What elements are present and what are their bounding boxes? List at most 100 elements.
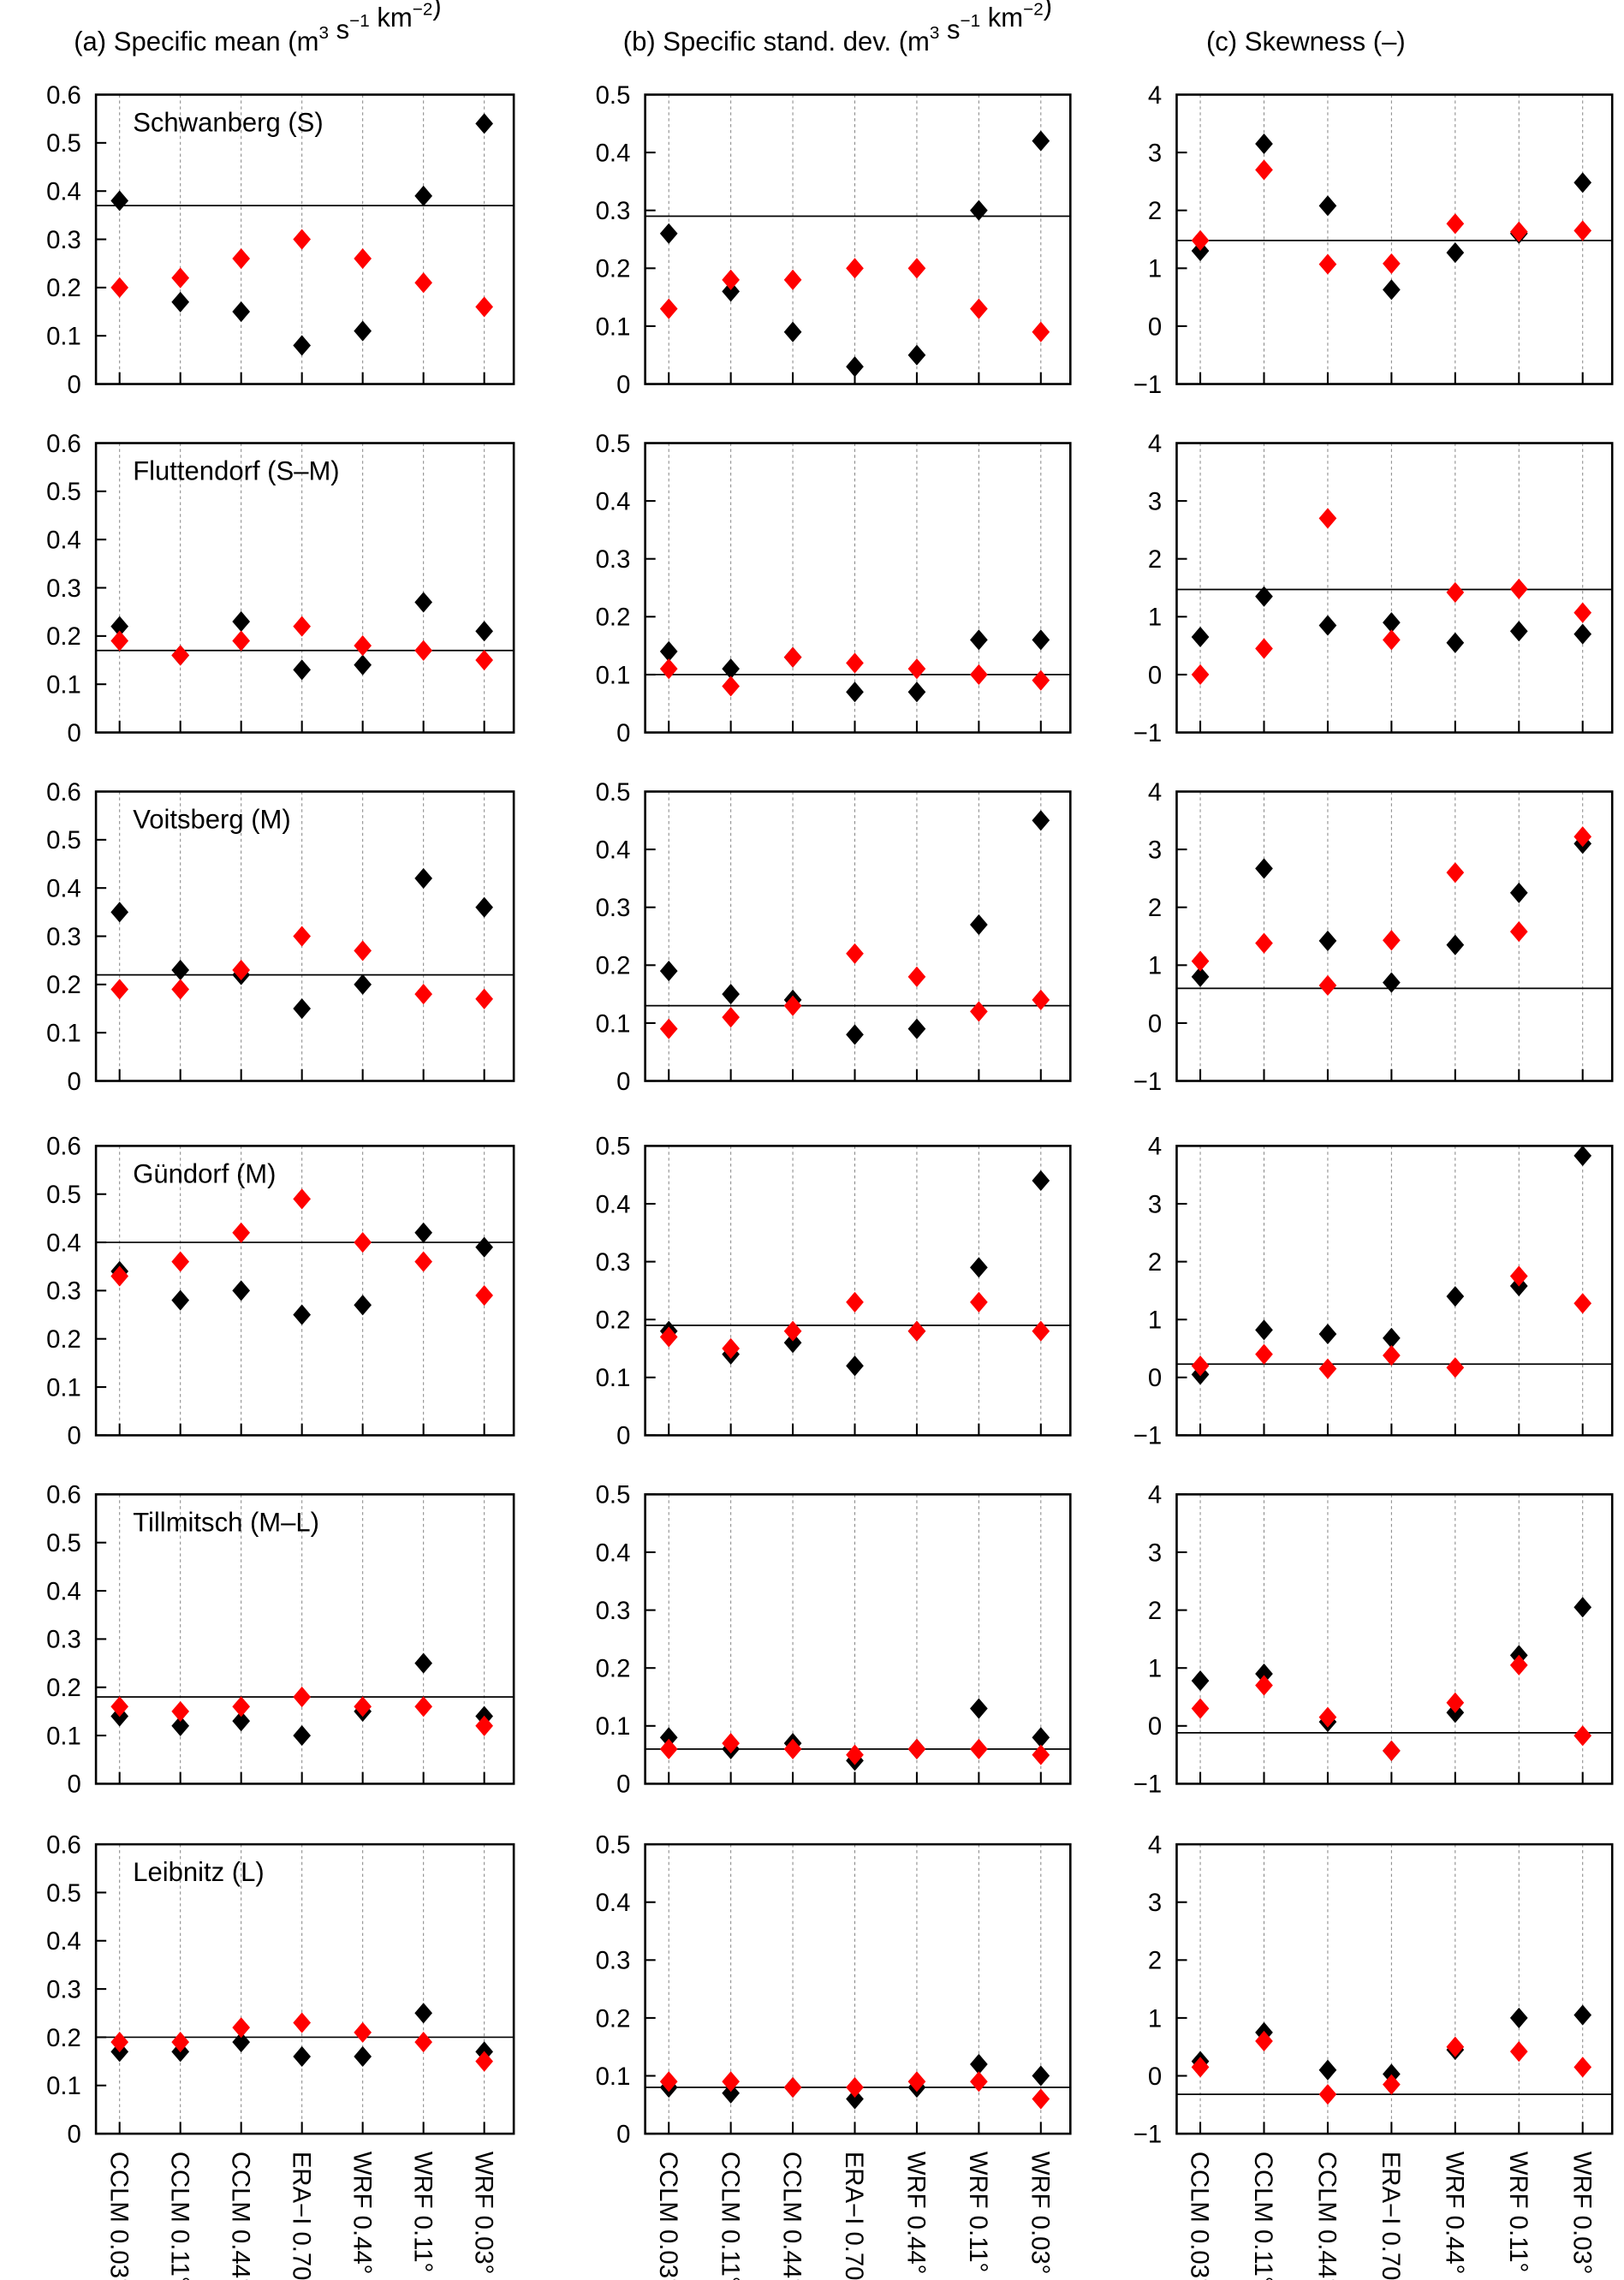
y-tick-label: 1 bbox=[1148, 2004, 1162, 2033]
y-tick-label: 4 bbox=[1148, 1133, 1162, 1161]
marker-red bbox=[1509, 1265, 1528, 1287]
x-category-label: ERA−I 0.70° bbox=[1377, 2152, 1405, 2280]
y-tick-label: 0 bbox=[1148, 1712, 1162, 1741]
y-tick-label: 1 bbox=[1148, 1655, 1162, 1683]
marker-red bbox=[1255, 638, 1273, 659]
marker-red bbox=[1446, 1357, 1465, 1378]
y-tick-label: 0.5 bbox=[46, 1879, 81, 1908]
y-tick-label: 0 bbox=[68, 1422, 81, 1450]
panel-sd-row-4: 0 0.1 0.2 0.3 0.4 0.5 bbox=[596, 1133, 1072, 1450]
y-tick-label: −1 bbox=[1133, 371, 1162, 399]
title-part: s bbox=[329, 15, 349, 45]
marker-red bbox=[1255, 159, 1273, 181]
marker-red bbox=[354, 247, 372, 270]
panel-mean-row-5: 0 0.1 0.2 0.3 0.4 0.5 0.6 Tillmitsch (M–L) bbox=[46, 1481, 515, 1799]
title-part: (b) Specific stand. dev. (m bbox=[623, 27, 930, 57]
y-tick-label: 0.6 bbox=[46, 1133, 81, 1161]
column-title-sd: (b) Specific stand. dev. (m3 s−1 km−2) bbox=[623, 0, 1052, 57]
y-tick-label: 0 bbox=[1148, 661, 1162, 689]
x-category-label: CCLM 0.11° bbox=[1249, 2152, 1277, 2280]
marker-red bbox=[354, 940, 372, 961]
marker-red bbox=[846, 652, 864, 674]
marker-black bbox=[1318, 2059, 1337, 2081]
marker-red bbox=[1509, 2041, 1528, 2063]
marker-red bbox=[171, 1251, 190, 1272]
panel-frame bbox=[1175, 442, 1614, 734]
y-tick-label: 0.1 bbox=[596, 661, 631, 689]
title-part: ) bbox=[432, 0, 441, 21]
y-tick-label: 0.1 bbox=[596, 2063, 631, 2091]
marker-black bbox=[907, 682, 926, 703]
marker-black bbox=[475, 896, 493, 918]
y-tick-label: −1 bbox=[1133, 719, 1162, 747]
y-tick-label: 0.5 bbox=[596, 81, 631, 110]
marker-red bbox=[783, 646, 802, 668]
y-tick-label: 0.6 bbox=[46, 1481, 81, 1509]
y-tick-label: 0 bbox=[616, 1068, 630, 1096]
marker-black bbox=[171, 959, 190, 981]
marker-red bbox=[970, 664, 988, 685]
y-tick-label: 0.2 bbox=[596, 604, 631, 632]
y-tick-label: 4 bbox=[1148, 81, 1162, 110]
y-tick-label: 0.1 bbox=[46, 1020, 81, 1048]
panel-sd-row-6: 0 0.1 0.2 0.3 0.4 0.5 CCLM 0.03° CCLM 0.11° CCLM… bbox=[596, 1831, 1072, 2280]
y-tick-label: −1 bbox=[1133, 1068, 1162, 1096]
y-tick-label: 0.3 bbox=[46, 1626, 81, 1654]
marker-red bbox=[1191, 1698, 1210, 1719]
marker-red bbox=[475, 1715, 493, 1736]
marker-red bbox=[414, 984, 433, 1005]
title-part: s bbox=[939, 15, 960, 45]
marker-red bbox=[171, 2032, 190, 2053]
marker-black bbox=[1032, 810, 1050, 831]
marker-red bbox=[1191, 664, 1210, 685]
y-tick-label: 4 bbox=[1148, 430, 1162, 458]
marker-black bbox=[232, 610, 251, 633]
y-tick-label: 3 bbox=[1148, 1190, 1162, 1218]
marker-red bbox=[1032, 2088, 1050, 2110]
marker-black bbox=[970, 1257, 988, 1278]
marker-black bbox=[475, 1236, 493, 1258]
marker-black bbox=[1191, 1670, 1210, 1692]
marker-red bbox=[1255, 932, 1273, 954]
title-part: (c) Skewness (–) bbox=[1206, 27, 1406, 57]
marker-black bbox=[1446, 632, 1465, 653]
y-tick-label: 0.6 bbox=[46, 1831, 81, 1859]
marker-black bbox=[1255, 1663, 1273, 1685]
marker-red bbox=[354, 1231, 372, 1253]
title-part: 3 bbox=[930, 23, 940, 43]
marker-black bbox=[1383, 1327, 1401, 1348]
marker-red bbox=[1191, 229, 1210, 251]
marker-red bbox=[1573, 2057, 1592, 2078]
marker-red bbox=[414, 1251, 433, 1272]
x-category-label: WRF 0.11° bbox=[964, 2152, 992, 2272]
marker-black bbox=[354, 654, 372, 676]
y-tick-label: 0.2 bbox=[46, 1674, 81, 1702]
marker-red bbox=[907, 258, 926, 279]
marker-black bbox=[293, 1304, 312, 1325]
marker-black bbox=[1032, 130, 1050, 152]
marker-red bbox=[1032, 1320, 1050, 1342]
y-tick-label: 0.2 bbox=[46, 622, 81, 651]
y-tick-label: 0.3 bbox=[596, 1597, 631, 1625]
panel-frame bbox=[644, 1842, 1072, 2135]
x-category-label: CCLM 0.11° bbox=[165, 2152, 193, 2280]
marker-red bbox=[722, 1337, 740, 1360]
y-tick-label: 0.2 bbox=[46, 971, 81, 999]
marker-black bbox=[1318, 615, 1337, 636]
y-tick-label: 0.5 bbox=[596, 1831, 631, 1859]
marker-red bbox=[659, 2071, 678, 2092]
panel-skew-row-2: −1 0 1 2 3 4 bbox=[1133, 430, 1614, 747]
panel-frame bbox=[94, 93, 515, 385]
y-tick-label: 0.1 bbox=[596, 313, 631, 341]
panel-frame bbox=[94, 790, 515, 1082]
marker-black bbox=[232, 1711, 251, 1732]
marker-red bbox=[1383, 2074, 1401, 2095]
marker-red bbox=[1509, 221, 1528, 242]
y-tick-label: 0 bbox=[68, 371, 81, 399]
panel-frame bbox=[1175, 790, 1614, 1082]
marker-red bbox=[1573, 220, 1592, 241]
y-tick-label: 0.3 bbox=[596, 1248, 631, 1277]
x-category-label: CCLM 0.11° bbox=[716, 2152, 744, 2280]
marker-red bbox=[1573, 602, 1592, 623]
marker-black bbox=[110, 616, 129, 637]
